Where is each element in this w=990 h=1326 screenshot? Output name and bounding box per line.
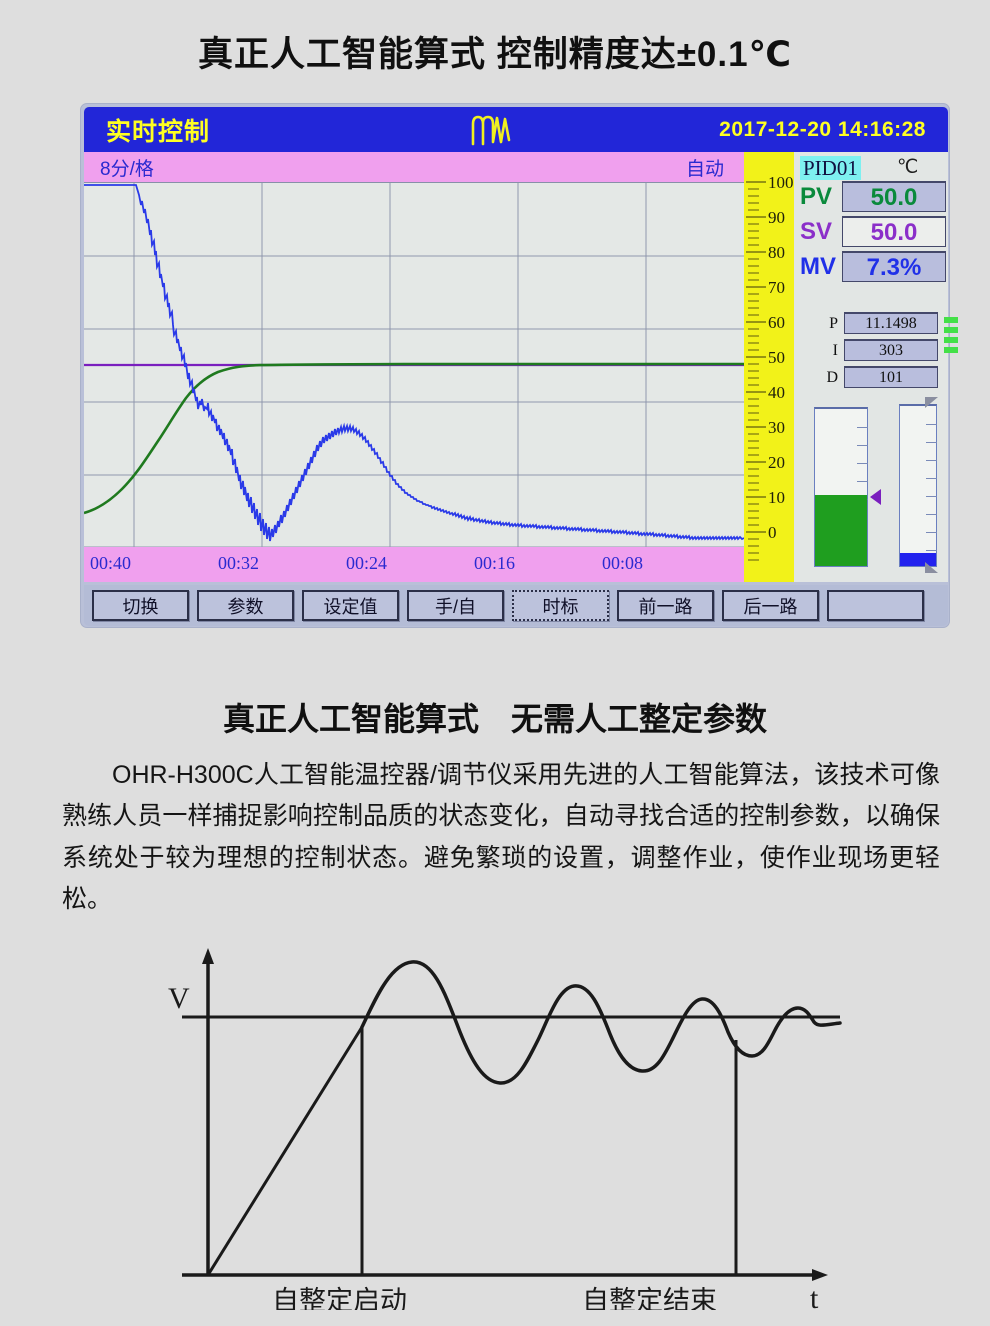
button-blank[interactable] bbox=[827, 590, 924, 621]
mv-value: 7.3% bbox=[842, 251, 946, 282]
output-gauge-green bbox=[814, 407, 868, 567]
x-axis-arrow-icon bbox=[812, 1269, 828, 1281]
mv-row: MV 7.3% bbox=[800, 250, 946, 284]
button-manual-auto[interactable]: 手/自 bbox=[407, 590, 504, 621]
control-mode-label: 自动 bbox=[685, 158, 724, 180]
svg-text:20: 20 bbox=[768, 453, 785, 472]
pid-header: PID01 ℃ bbox=[800, 156, 946, 180]
vertical-scale: 100 90 80 70 60 50 40 30 20 10 0 bbox=[744, 152, 794, 582]
autotune-diagram: V t 自整定启动 自整定结束 bbox=[150, 930, 850, 1310]
output-gauge-blue bbox=[899, 404, 937, 567]
pv-row: PV 50.0 bbox=[800, 180, 946, 214]
svg-text:40: 40 bbox=[768, 383, 785, 402]
gauge-marker-icon bbox=[870, 489, 881, 505]
page-title: 真正人工智能算式 控制精度达±0.1℃ bbox=[198, 35, 792, 74]
mv-curve bbox=[84, 184, 744, 542]
pv-value: 50.0 bbox=[842, 181, 946, 212]
gauge-fill bbox=[815, 495, 867, 566]
diagram-marker-start-label: 自整定启动 bbox=[272, 1286, 407, 1310]
svg-text:90: 90 bbox=[768, 208, 785, 227]
y-axis-arrow-icon bbox=[202, 948, 214, 964]
time-axis-label-1: 00:32 bbox=[218, 553, 260, 573]
d-param-row: D 101 bbox=[822, 366, 938, 389]
button-next-channel[interactable]: 后一路 bbox=[722, 590, 819, 621]
section-subtitle: 真正人工智能算式 无需人工整定参数 bbox=[222, 701, 767, 737]
status-led bbox=[944, 327, 958, 333]
pid-panel: PID01 ℃ PV 50.0 SV 50.0 MV 7.3% P 11.149… bbox=[794, 152, 958, 582]
d-value: 101 bbox=[844, 366, 938, 388]
d-label: D bbox=[826, 369, 838, 386]
status-led-group bbox=[944, 317, 958, 357]
trend-chart bbox=[84, 182, 744, 548]
button-timescale[interactable]: 时标 bbox=[512, 590, 609, 621]
button-prev-channel[interactable]: 前一路 bbox=[617, 590, 714, 621]
pv-label: PV bbox=[800, 183, 833, 210]
svg-text:100: 100 bbox=[768, 173, 794, 192]
chart-info-bar: 8分/格 自动 bbox=[84, 152, 744, 182]
function-button-bar: 切换 参数 设定值 手/自 时标 前一路 后一路 bbox=[84, 585, 948, 626]
wave-logo-icon bbox=[469, 114, 515, 151]
p-param-row: P 11.1498 bbox=[822, 312, 938, 335]
device-screenshot: 实时控制 2017-12-20 14:16:28 8分/格 自动 bbox=[80, 103, 958, 628]
svg-text:80: 80 bbox=[768, 243, 785, 262]
diagram-x-label: t bbox=[810, 1282, 819, 1310]
svg-text:50: 50 bbox=[768, 348, 785, 367]
description-paragraph: OHR-H300C人工智能温控器/调节仪采用先进的人工智能算法，该技术可像熟练人… bbox=[62, 761, 940, 913]
status-led bbox=[944, 337, 958, 343]
pv-curve bbox=[84, 362, 744, 515]
time-axis-bar: 00:40 00:32 00:24 00:16 00:08 bbox=[84, 547, 744, 582]
svg-text:10: 10 bbox=[768, 488, 785, 507]
p-value: 11.1498 bbox=[844, 312, 938, 334]
time-axis-label-0: 00:40 bbox=[90, 553, 132, 573]
gauge-limit-bottom-icon bbox=[925, 562, 938, 573]
diagram-ramp bbox=[206, 1026, 364, 1276]
diagram-y-label: V bbox=[168, 982, 190, 1015]
i-label: I bbox=[832, 342, 838, 359]
svg-text:0: 0 bbox=[768, 523, 777, 542]
pid-unit-label: ℃ bbox=[897, 157, 919, 178]
button-setpoint[interactable]: 设定值 bbox=[302, 590, 399, 621]
sv-row: SV 50.0 bbox=[800, 215, 946, 249]
time-scale-label: 8分/格 bbox=[100, 158, 154, 180]
diagram-marker-end-label: 自整定结束 bbox=[582, 1286, 717, 1310]
sv-value[interactable]: 50.0 bbox=[842, 216, 946, 247]
i-param-row: I 303 bbox=[822, 339, 938, 362]
svg-text:60: 60 bbox=[768, 313, 785, 332]
time-axis-label-4: 00:08 bbox=[602, 553, 644, 573]
gauge-ticks bbox=[900, 406, 937, 566]
time-axis-label-2: 00:24 bbox=[346, 553, 388, 573]
p-label: P bbox=[829, 315, 838, 332]
diagram-response-curve bbox=[360, 960, 842, 1085]
device-datetime: 2017-12-20 14:16:28 bbox=[719, 117, 926, 141]
device-title: 实时控制 bbox=[106, 117, 211, 146]
svg-text:30: 30 bbox=[768, 418, 785, 437]
pid-channel-label[interactable]: PID01 bbox=[800, 156, 861, 180]
gauge-limit-top-icon bbox=[925, 397, 938, 408]
button-switch[interactable]: 切换 bbox=[92, 590, 189, 621]
button-parameters[interactable]: 参数 bbox=[197, 590, 294, 621]
sv-label: SV bbox=[800, 218, 833, 245]
i-value: 303 bbox=[844, 339, 938, 361]
status-led bbox=[944, 347, 958, 353]
device-titlebar: 实时控制 2017-12-20 14:16:28 bbox=[84, 107, 948, 152]
svg-text:70: 70 bbox=[768, 278, 785, 297]
status-led bbox=[944, 317, 958, 323]
time-axis-label-3: 00:16 bbox=[474, 553, 516, 573]
mv-label: MV bbox=[800, 253, 836, 280]
device-screen: 8分/格 自动 bbox=[84, 152, 958, 582]
